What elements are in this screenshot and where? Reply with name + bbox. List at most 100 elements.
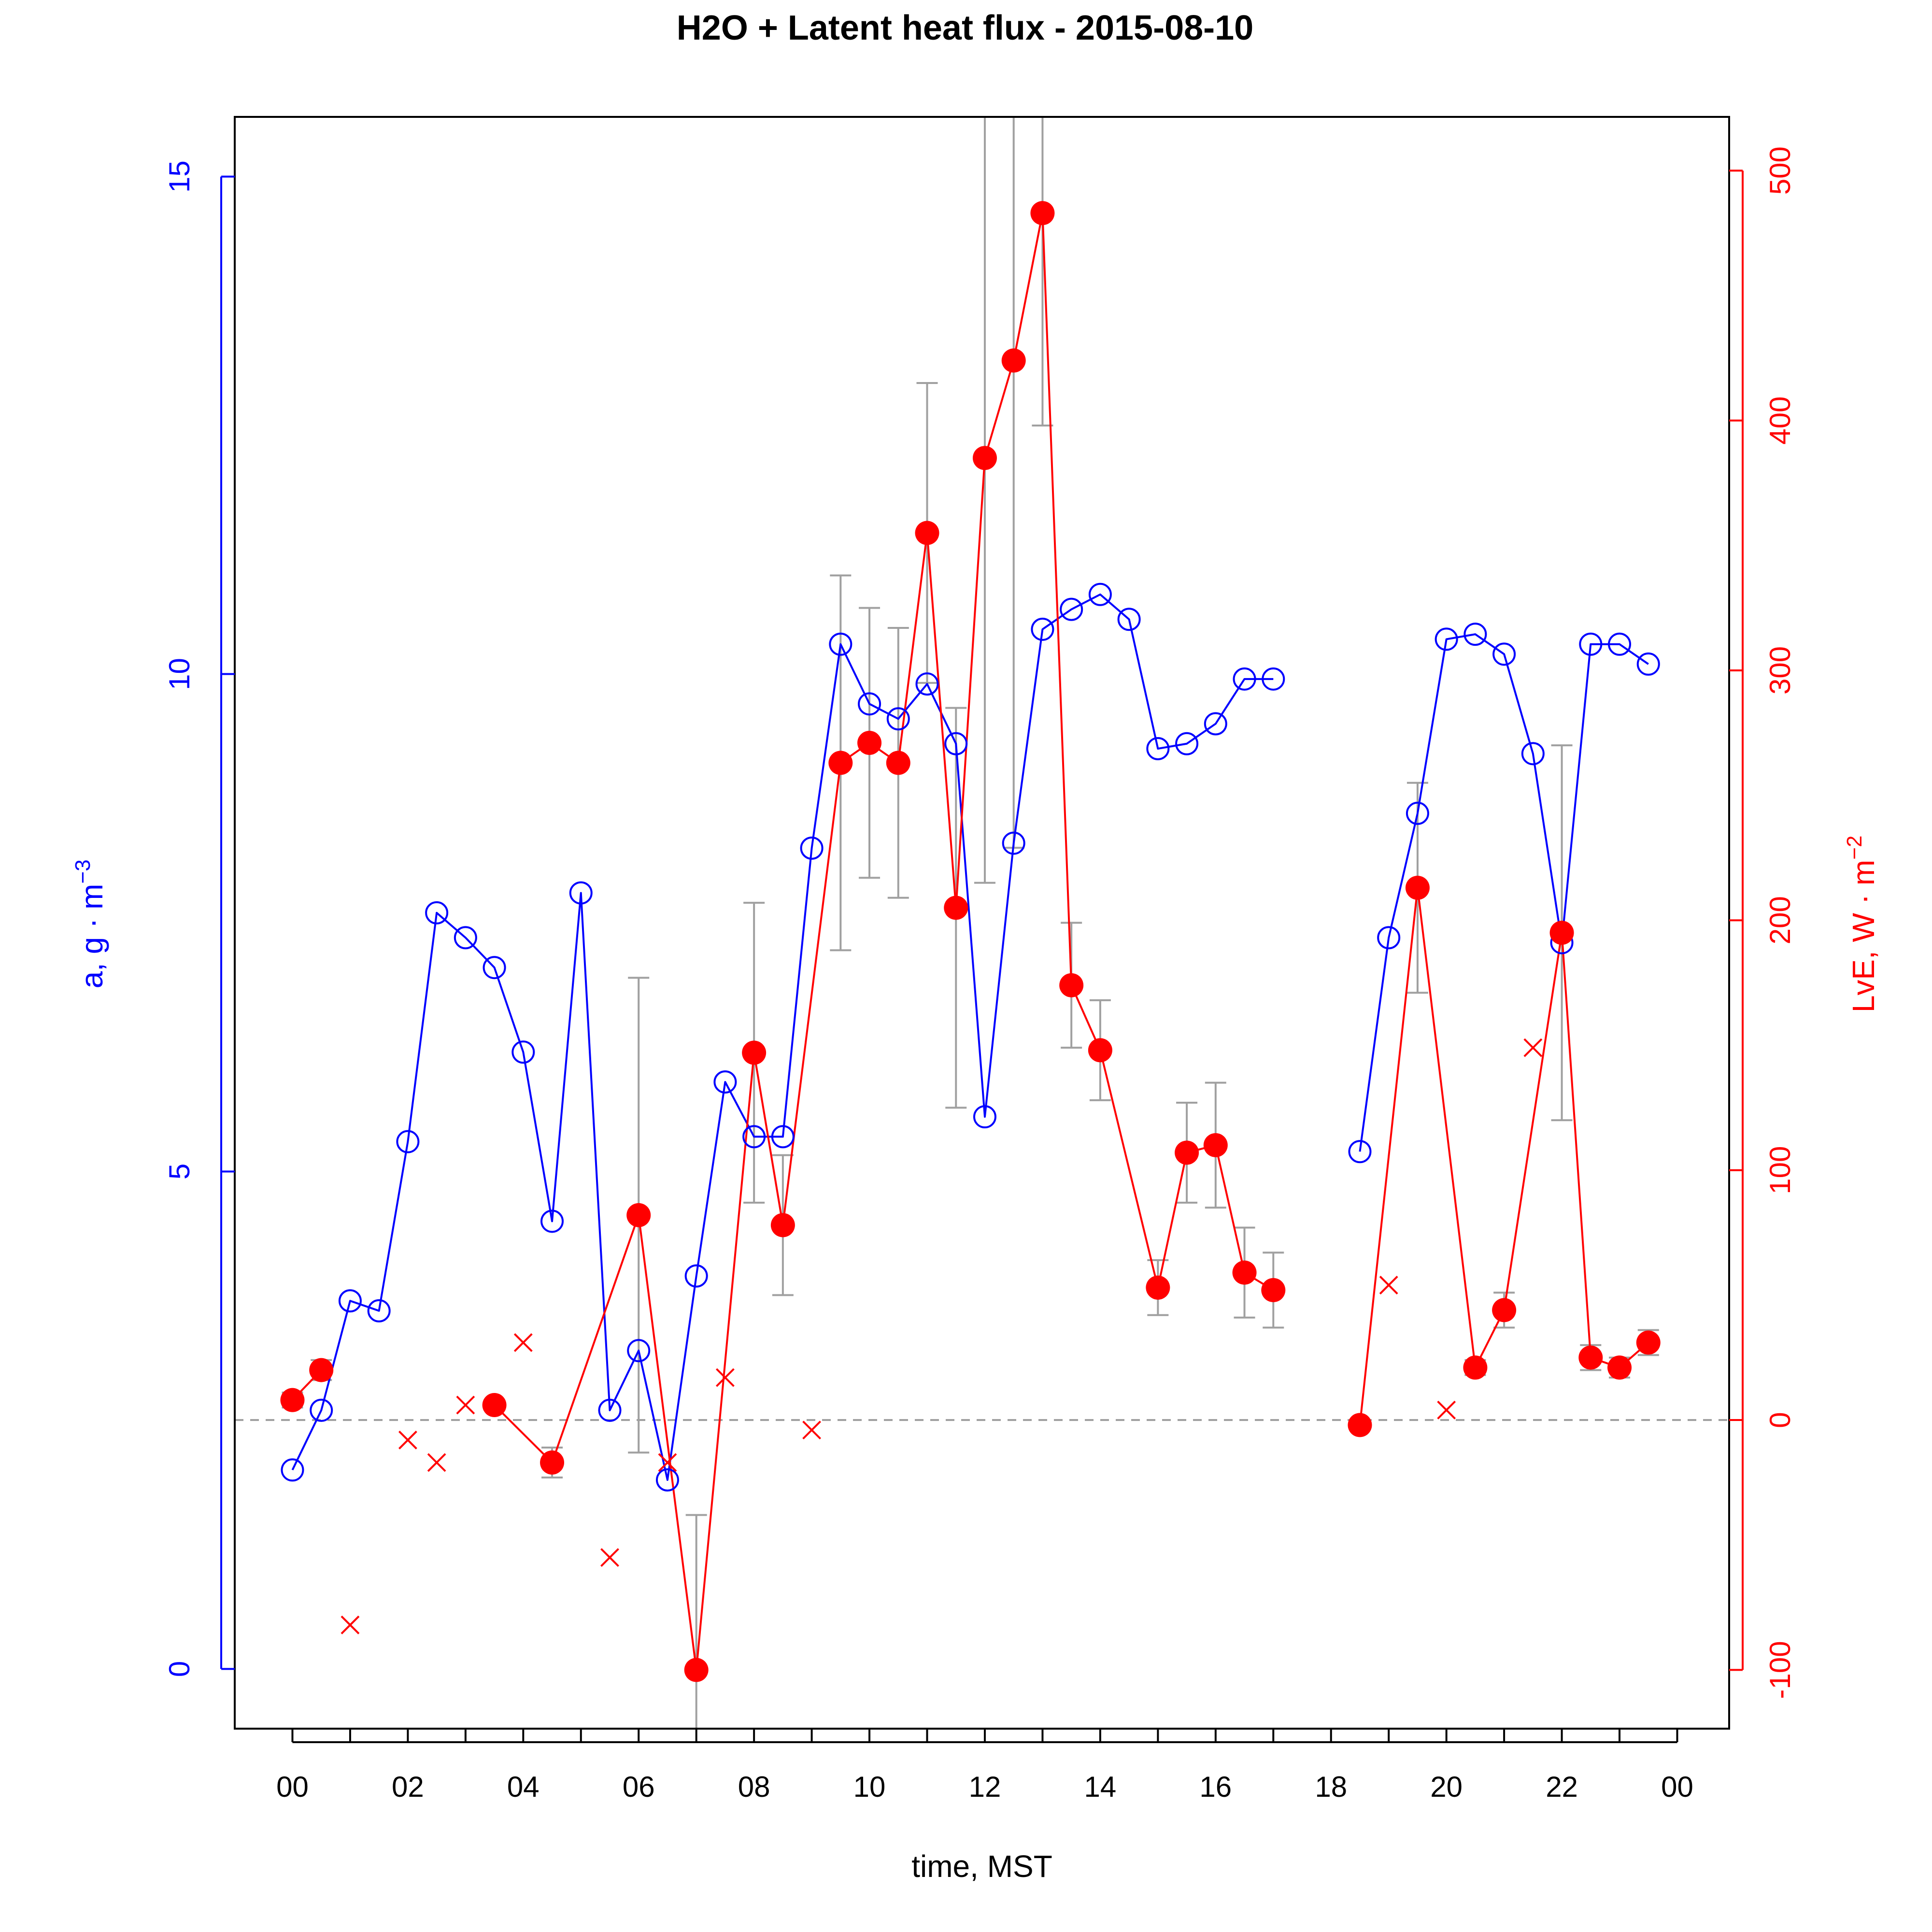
- h2o-line-segment: [291, 593, 1274, 1481]
- h2o-point: [367, 1299, 391, 1322]
- x-tick-label: 00: [276, 1771, 309, 1803]
- h2o-point: [1262, 667, 1285, 691]
- h2o-point: [742, 1125, 766, 1149]
- series-lines-layer: [291, 212, 1649, 1671]
- left-axis-tick-label: 5: [163, 1164, 196, 1179]
- cross-stroke: [1437, 1400, 1456, 1420]
- latent-heat-flux-point: [915, 521, 939, 545]
- h2o-point: [1175, 732, 1199, 755]
- h2o-point: [310, 1398, 333, 1422]
- latent-heat-flux-point: [1030, 201, 1055, 226]
- x-axis-title: time, MST: [911, 1849, 1052, 1884]
- h2o-point: [425, 901, 449, 924]
- x-tick-label: 20: [1430, 1771, 1463, 1803]
- left-axis-tick-label: 10: [163, 658, 196, 690]
- h2o-point: [684, 1264, 708, 1288]
- x-tick-label: 08: [738, 1771, 770, 1803]
- latent-heat-flux-line-segment: [494, 212, 1274, 1671]
- h2o-point: [1088, 582, 1112, 606]
- latent-heat-flux-point: [1175, 1140, 1199, 1165]
- latent-heat-flux-point: [1146, 1275, 1170, 1300]
- latent-heat-flux-cross-point: [715, 1368, 735, 1387]
- cross-stroke: [1379, 1276, 1398, 1295]
- cross-stroke: [513, 1333, 533, 1352]
- h2o-point: [1377, 926, 1401, 950]
- plot-frame: [234, 116, 1730, 1730]
- x-tick-label: 14: [1084, 1771, 1117, 1803]
- cross-stroke: [1523, 1038, 1543, 1057]
- h2o-point: [858, 692, 881, 716]
- h2o-point: [829, 632, 852, 656]
- h2o-point: [540, 1209, 564, 1233]
- h2o-point: [483, 956, 506, 980]
- h2o-point: [1233, 667, 1256, 691]
- latent-heat-flux-point: [1232, 1260, 1257, 1285]
- cross-stroke: [456, 1395, 475, 1415]
- right-axis-tick-label: 300: [1764, 646, 1796, 695]
- h2o-point: [396, 1130, 420, 1153]
- latent-heat-flux-cross-point: [427, 1453, 446, 1472]
- latent-heat-flux-point: [770, 1213, 795, 1237]
- left-axis-tick-label: 0: [163, 1661, 196, 1677]
- latent-heat-flux-point: [309, 1358, 334, 1382]
- x-tick-label: 18: [1315, 1771, 1347, 1803]
- h2o-point: [1348, 1140, 1372, 1164]
- latent-heat-flux-point: [886, 751, 910, 775]
- x-tick-label: 10: [853, 1771, 886, 1803]
- latent-heat-flux-point: [1059, 973, 1084, 997]
- h2o-point: [1608, 632, 1632, 656]
- cross-stroke: [802, 1421, 822, 1440]
- h2o-point: [771, 1125, 795, 1149]
- h2o-point: [627, 1339, 651, 1363]
- right-axis-tick-label: 200: [1764, 896, 1796, 944]
- h2o-point: [800, 837, 824, 860]
- h2o-point: [338, 1289, 362, 1313]
- h2o-point: [1492, 642, 1516, 666]
- latent-heat-flux-point: [828, 751, 853, 775]
- right-axis-tick-label: 100: [1764, 1146, 1796, 1194]
- h2o-point: [1060, 597, 1083, 621]
- h2o-point: [281, 1458, 304, 1482]
- h2o-line-segment: [1359, 633, 1649, 1152]
- h2o-point: [454, 926, 477, 950]
- latent-heat-flux-point: [742, 1040, 767, 1065]
- latent-heat-flux-cross-point: [341, 1615, 360, 1634]
- latent-heat-flux-point: [972, 446, 997, 470]
- latent-heat-flux-point: [626, 1203, 651, 1227]
- h2o-point: [1579, 632, 1603, 656]
- latent-heat-flux-point: [944, 895, 968, 920]
- h2o-point: [1463, 623, 1487, 646]
- latent-heat-flux-point: [1088, 1038, 1112, 1063]
- right-axis-tick-label: 400: [1764, 397, 1796, 445]
- latent-heat-flux-point: [280, 1388, 305, 1412]
- cross-stroke: [600, 1548, 619, 1567]
- latent-heat-flux-point: [1578, 1345, 1603, 1370]
- latent-heat-flux-cross-point: [1379, 1276, 1398, 1295]
- latent-heat-flux-point: [482, 1393, 507, 1418]
- latent-heat-flux-point: [1348, 1413, 1372, 1437]
- latent-heat-flux-cross-point: [456, 1395, 475, 1415]
- latent-heat-flux-cross-point: [600, 1548, 619, 1567]
- h2o-point: [1146, 737, 1170, 761]
- latent-heat-flux-cross-point: [398, 1431, 417, 1449]
- h2o-point: [915, 672, 939, 696]
- latent-heat-flux-point: [684, 1658, 709, 1682]
- chart-title: H2O + Latent heat flux - 2015-08-10: [677, 9, 1253, 47]
- right-axis-tick-label: 500: [1764, 146, 1796, 195]
- series-markers-layer: [280, 201, 1661, 1682]
- x-tick-label: 22: [1546, 1771, 1578, 1803]
- latent-heat-flux-point: [1549, 921, 1574, 945]
- h2o-point: [713, 1070, 737, 1094]
- cross-stroke: [715, 1368, 735, 1387]
- latent-heat-flux-point: [857, 730, 882, 755]
- x-tick-label: 16: [1199, 1771, 1232, 1803]
- h2o-point: [973, 1105, 996, 1129]
- right-axis-title: LvE, W · m−2: [1843, 836, 1881, 1013]
- latent-heat-flux-cross-point: [802, 1421, 822, 1440]
- h2o-point: [1435, 627, 1458, 651]
- latent-heat-flux-cross-point: [658, 1453, 677, 1472]
- h2o-point: [1521, 742, 1545, 766]
- latent-heat-flux-point: [1607, 1355, 1632, 1380]
- h2o-point: [598, 1398, 622, 1422]
